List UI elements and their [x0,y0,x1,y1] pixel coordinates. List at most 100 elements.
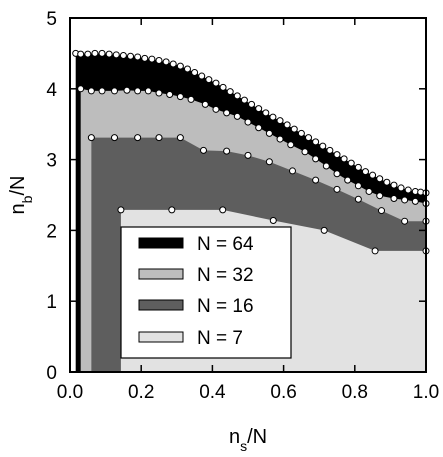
point-n-32-24 [344,176,352,184]
point-n-32-23 [333,170,341,178]
point-n-16-3 [155,134,163,142]
point-n-64-32 [297,129,305,137]
y-tick-label: 0 [46,363,57,384]
point-n-64-47 [404,186,412,194]
x-tick-label: 0.0 [57,382,83,403]
point-n-16-12 [354,195,362,203]
point-n-64-7 [119,52,127,60]
y-tick-label: 5 [46,9,57,30]
point-n-32-9 [176,93,184,101]
x-tick-label: 0.2 [128,382,154,403]
legend-label-n-32: N = 32 [197,265,254,286]
point-n-16-0 [87,134,95,142]
point-n-16-4 [176,134,184,142]
point-n-64-40 [354,163,362,171]
point-n-64-3 [91,49,99,57]
point-n-32-15 [244,118,252,126]
point-n-32-7 [155,89,163,97]
point-n-7-5 [371,247,379,255]
point-n-64-38 [340,155,348,163]
point-n-32-5 [134,87,142,95]
point-n-64-5 [105,50,113,58]
point-n-16-5 [200,146,207,154]
y-tick-label: 4 [46,80,57,101]
x-tick-label: 0.8 [342,382,368,403]
legend-label-n-64: N = 64 [197,234,254,255]
point-n-64-22 [226,88,234,96]
y-tick-label: 2 [46,221,57,242]
point-n-32-3 [111,87,118,95]
point-n-64-2 [84,50,92,58]
y-tick-label: 1 [46,292,57,313]
point-n-64-23 [233,92,241,100]
legend-swatch-n-64 [138,237,184,249]
point-n-64-35 [319,142,327,150]
point-n-64-28 [269,113,277,121]
x-tick-label: 0.6 [270,382,296,403]
point-n-16-9 [289,167,296,175]
point-n-64-34 [312,138,320,146]
point-n-64-31 [290,125,298,133]
point-n-64-11 [148,55,156,63]
x-tick-label: 0.4 [199,382,226,403]
point-n-16-13 [378,207,385,215]
point-n-64-10 [141,54,149,62]
point-n-64-29 [276,117,284,125]
point-n-32-25 [354,182,362,190]
point-n-32-20 [301,148,309,156]
point-n-16-2 [134,134,142,142]
y-tick-label: 3 [46,151,57,172]
y-axis-title: nb/N [7,176,35,215]
point-n-32-26 [365,187,373,195]
point-n-32-13 [223,109,231,117]
point-n-32-1 [87,87,95,95]
point-n-64-26 [255,105,263,113]
point-n-16-6 [223,147,231,155]
point-n-32-10 [187,95,195,103]
point-n-64-24 [240,96,248,104]
point-n-32-8 [166,90,174,98]
point-n-64-44 [383,178,391,186]
point-n-32-28 [390,195,398,203]
point-n-16-8 [265,158,273,166]
point-n-16-7 [244,151,252,159]
point-n-32-17 [265,129,273,137]
point-n-7-2 [219,206,227,214]
point-n-64-43 [376,175,384,183]
point-n-64-12 [155,56,163,64]
legend-label-n-16: N = 16 [197,296,254,317]
x-tick-label: 1.0 [413,382,439,403]
point-n-64-27 [262,109,270,117]
point-n-32-29 [401,196,409,204]
point-n-16-14 [401,217,409,225]
point-n-64-9 [134,53,142,61]
point-n-64-36 [326,146,334,154]
point-n-64-17 [191,69,199,77]
point-n-16-10 [312,176,320,184]
point-n-64-33 [305,134,313,142]
point-n-64-15 [176,62,184,70]
point-n-64-39 [347,159,355,167]
legend-swatch-n-16 [138,299,184,311]
point-n-32-19 [287,141,295,149]
point-n-64-42 [369,171,377,179]
point-n-32-21 [312,155,320,163]
point-n-32-4 [123,86,131,94]
legend-swatch-n-32 [138,268,184,280]
point-n-64-37 [333,151,341,159]
point-n-64-8 [127,52,135,60]
point-n-64-1 [77,50,85,58]
point-n-64-4 [98,49,106,57]
ticks-layer: 0.0 0.2 0.4 0.6 0.8 1.0 0 1 2 3 4 5 [46,9,439,403]
legend-label-n-7: N = 7 [197,328,243,349]
point-n-32-12 [212,105,220,113]
point-n-32-27 [376,192,384,200]
point-n-16-1 [111,134,118,142]
point-n-64-13 [162,58,170,66]
legend-swatch-n-7 [138,331,184,343]
point-n-64-14 [169,60,177,68]
point-n-7-0 [117,206,125,214]
point-n-32-30 [411,197,419,205]
point-n-64-25 [248,100,256,108]
legend-box [120,226,292,359]
